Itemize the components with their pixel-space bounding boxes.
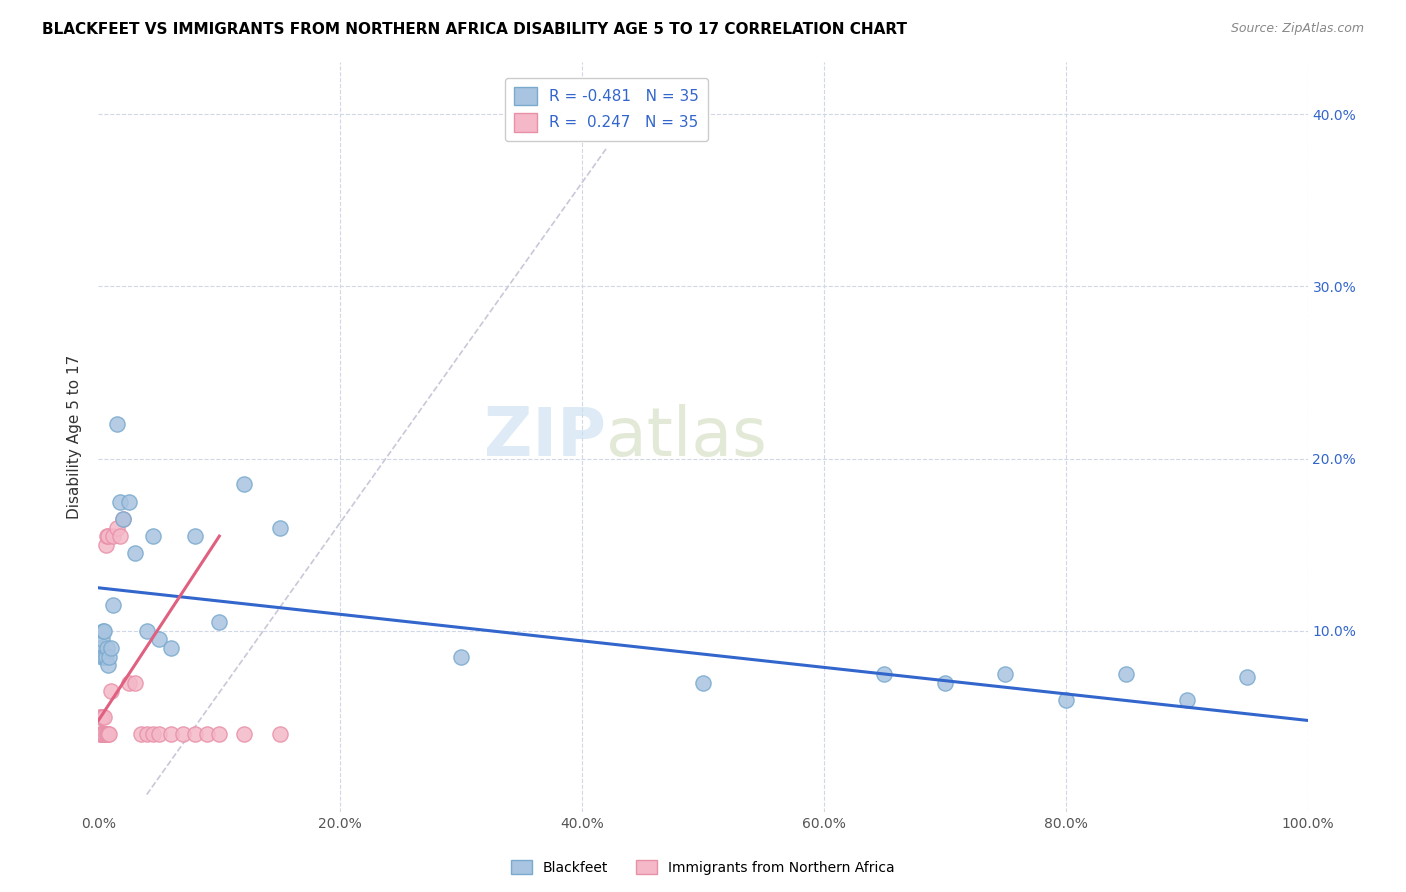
Point (124, 546, 146, 560)
Point (94, 649, 117, 664)
Point (111, 512, 134, 526)
Point (89, 727, 111, 741)
Point (97, 529, 120, 543)
Point (91, 710, 114, 724)
Text: BLACKFEET VS IMMIGRANTS FROM NORTHERN AFRICA DISABILITY AGE 5 TO 17 CORRELATION : BLACKFEET VS IMMIGRANTS FROM NORTHERN AF… (42, 22, 907, 37)
Point (89, 710, 111, 724)
Y-axis label: Disability Age 5 to 17: Disability Age 5 to 17 (67, 355, 83, 519)
Point (934, 675, 956, 690)
Point (101, 529, 124, 543)
Point (135, 727, 157, 741)
Point (111, 512, 134, 526)
Point (91, 727, 114, 741)
Point (97, 727, 120, 741)
Point (172, 727, 194, 741)
Point (101, 598, 124, 612)
Text: Source: ZipAtlas.com: Source: ZipAtlas.com (1230, 22, 1364, 36)
Point (160, 727, 183, 741)
Point (994, 667, 1017, 681)
Point (93, 727, 115, 741)
Point (129, 727, 152, 741)
Point (89, 641, 111, 656)
Point (97, 658, 120, 673)
Point (269, 727, 291, 741)
Point (1175, 692, 1198, 706)
Point (184, 529, 207, 543)
Point (873, 667, 896, 681)
Point (100, 684, 122, 698)
Point (1115, 667, 1137, 681)
Point (450, 649, 472, 664)
Point (94, 538, 117, 552)
Point (232, 477, 254, 491)
Point (108, 529, 131, 543)
Point (90, 710, 112, 724)
Point (118, 675, 141, 690)
Point (195, 727, 218, 741)
Point (91, 649, 114, 664)
Point (160, 641, 183, 656)
Point (135, 624, 157, 638)
Point (105, 520, 128, 534)
Point (96, 727, 118, 741)
Text: atlas: atlas (606, 404, 768, 470)
Point (184, 727, 207, 741)
Point (108, 494, 131, 508)
Legend: R = -0.481   N = 35, R =  0.247   N = 35: R = -0.481 N = 35, R = 0.247 N = 35 (505, 78, 709, 141)
Point (93, 624, 115, 638)
Point (94, 727, 117, 741)
Point (208, 615, 231, 630)
Point (91, 624, 114, 638)
Point (90, 727, 112, 741)
Point (93, 649, 115, 664)
Point (98, 649, 121, 664)
Point (1054, 692, 1077, 706)
Point (90, 641, 112, 656)
Point (91, 727, 114, 741)
Point (96, 529, 118, 543)
Point (96, 641, 118, 656)
Point (100, 641, 122, 656)
Point (232, 727, 254, 741)
Point (91, 632, 114, 647)
Point (1236, 670, 1258, 684)
Point (98, 727, 121, 741)
Point (105, 417, 128, 432)
Point (93, 710, 115, 724)
Point (91, 727, 114, 741)
Point (118, 494, 141, 508)
Legend: Blackfeet, Immigrants from Northern Africa: Blackfeet, Immigrants from Northern Afri… (506, 855, 900, 880)
Text: ZIP: ZIP (484, 404, 606, 470)
Point (142, 529, 165, 543)
Point (148, 632, 170, 647)
Point (142, 727, 165, 741)
Point (692, 675, 714, 690)
Point (269, 520, 291, 534)
Point (208, 727, 231, 741)
Point (148, 727, 170, 741)
Point (124, 675, 146, 690)
